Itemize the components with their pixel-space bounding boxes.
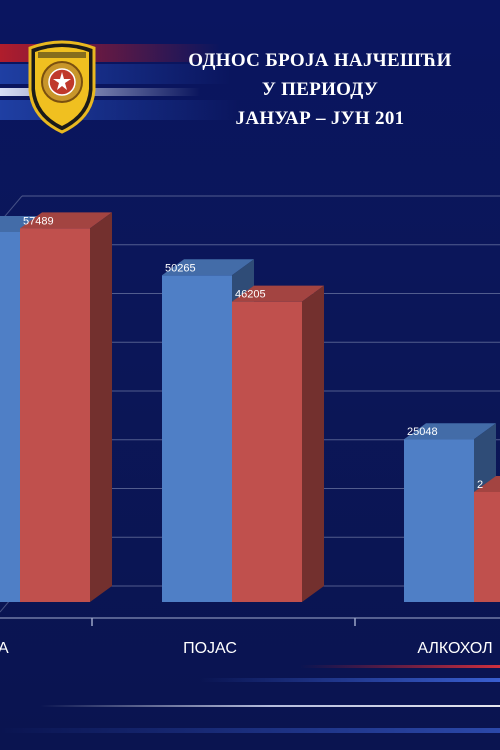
- bar-s2-c2-side: [302, 285, 324, 602]
- chart-title: ОДНОС БРОЈА НАЈЧЕШЋИ У ПЕРИОДУ ЈАНУАР – …: [120, 46, 500, 133]
- bar-s2-c1-top: [20, 212, 112, 229]
- bar-s2-c3-top: [474, 476, 500, 492]
- data-label-s2-c2: 46205: [235, 289, 266, 301]
- title-line-3: ЈАНУАР – ЈУН 201: [235, 108, 405, 129]
- bar-s1-c2-top: [162, 259, 254, 276]
- category-label-3: АЛКОХОЛ: [417, 640, 492, 657]
- bar-s2-c3: [474, 492, 500, 602]
- title-line-1: ОДНОС БРОЈА НАЈЧЕШЋИ: [188, 50, 452, 71]
- footer-stripes: [0, 665, 500, 733]
- police-badge-icon: [28, 40, 96, 134]
- category-label-2: ПОЈАС: [183, 640, 237, 657]
- bar-s1-c2: [162, 275, 232, 602]
- category-label-1: А: [0, 640, 9, 657]
- bar-s1-c1: [0, 232, 20, 602]
- title-line-2: У ПЕРИОДУ: [261, 79, 379, 100]
- data-label-s1-c3: 25048: [407, 426, 438, 438]
- bar-s2-c1-side: [90, 212, 112, 602]
- bar-s1-c3-top: [404, 423, 496, 440]
- data-label-s2-c3: 2: [477, 479, 483, 491]
- bar-s2-c2: [232, 301, 302, 602]
- bar-s2-c2-top: [232, 285, 324, 302]
- data-label-s1-c2: 50265: [165, 262, 196, 274]
- data-label-s2-c1: 57489: [23, 215, 54, 227]
- bar-s1-c3: [404, 439, 474, 602]
- bar-s2-c1: [20, 228, 90, 602]
